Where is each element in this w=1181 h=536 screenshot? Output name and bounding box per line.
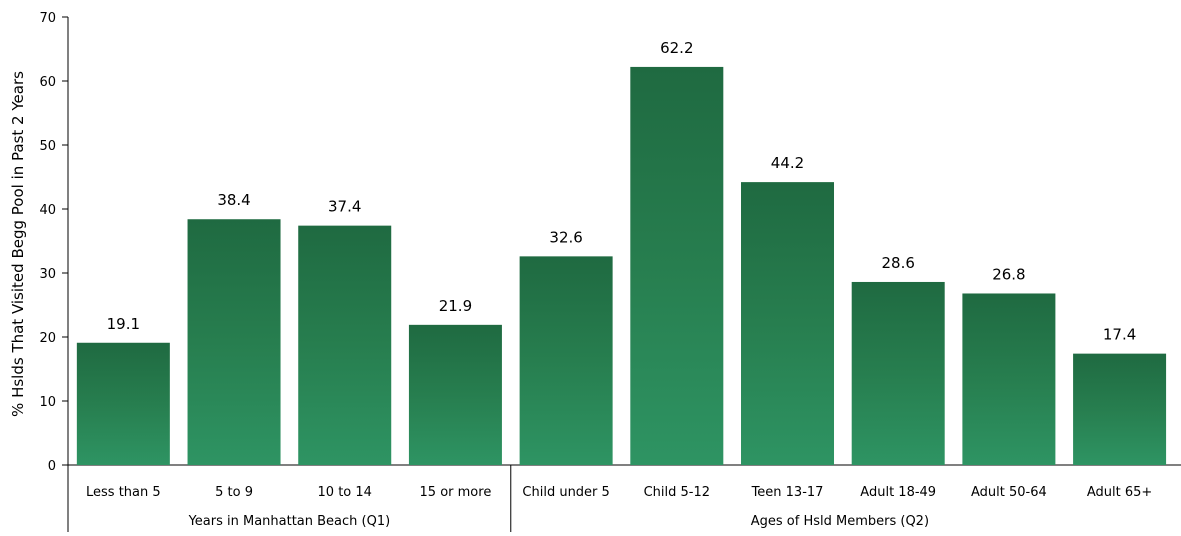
y-tick-label: 10 bbox=[39, 395, 56, 410]
y-tick-label: 50 bbox=[39, 139, 56, 154]
bars bbox=[76, 66, 1167, 466]
data-label: 26.8 bbox=[992, 265, 1025, 283]
data-label: 19.1 bbox=[107, 315, 140, 333]
data-label: 32.6 bbox=[549, 228, 582, 246]
data-label: 37.4 bbox=[328, 198, 361, 216]
bar bbox=[298, 225, 392, 465]
data-label: 28.6 bbox=[881, 254, 914, 272]
y-tick-label: 0 bbox=[48, 459, 56, 474]
x-category-label: Child under 5 bbox=[522, 485, 609, 500]
bar bbox=[630, 66, 724, 466]
y-tick-label: 40 bbox=[39, 203, 56, 218]
x-group-label: Ages of Hsld Members (Q2) bbox=[751, 514, 929, 529]
x-group-label: Years in Manhattan Beach (Q1) bbox=[188, 514, 391, 529]
data-label: 62.2 bbox=[660, 39, 693, 57]
labels: 0 10 20 30 40 50 60 70 19.1 Less than 5 38.4 5 to 9… bbox=[39, 11, 1152, 529]
x-category-label: 15 or more bbox=[420, 485, 492, 500]
bar bbox=[962, 293, 1056, 465]
y-tick-label: 30 bbox=[39, 267, 56, 282]
x-category-label: 10 to 14 bbox=[318, 485, 372, 500]
x-category-label: Adult 65+ bbox=[1087, 485, 1152, 500]
x-category-label: Less than 5 bbox=[86, 485, 161, 500]
x-category-label: Adult 50-64 bbox=[971, 485, 1047, 500]
y-axis-title: % Hslds That Visited Begg Pool in Past 2… bbox=[9, 71, 27, 417]
data-label: 44.2 bbox=[771, 154, 804, 172]
data-label: 21.9 bbox=[439, 297, 472, 315]
data-label: 38.4 bbox=[217, 191, 250, 209]
bar bbox=[741, 182, 835, 465]
bar bbox=[851, 281, 945, 465]
x-category-label: 5 to 9 bbox=[215, 485, 253, 500]
y-tick-label: 60 bbox=[39, 75, 56, 90]
x-category-label: Adult 18-49 bbox=[860, 485, 936, 500]
bar bbox=[408, 324, 502, 465]
y-tick-label: 70 bbox=[39, 11, 56, 26]
bar bbox=[187, 219, 281, 465]
bar bbox=[76, 342, 170, 465]
y-tick-label: 20 bbox=[39, 331, 56, 346]
data-label: 17.4 bbox=[1103, 326, 1136, 344]
x-category-label: Child 5-12 bbox=[644, 485, 710, 500]
bar bbox=[519, 256, 613, 465]
bar bbox=[1073, 353, 1167, 465]
x-category-label: Teen 13-17 bbox=[751, 485, 824, 500]
